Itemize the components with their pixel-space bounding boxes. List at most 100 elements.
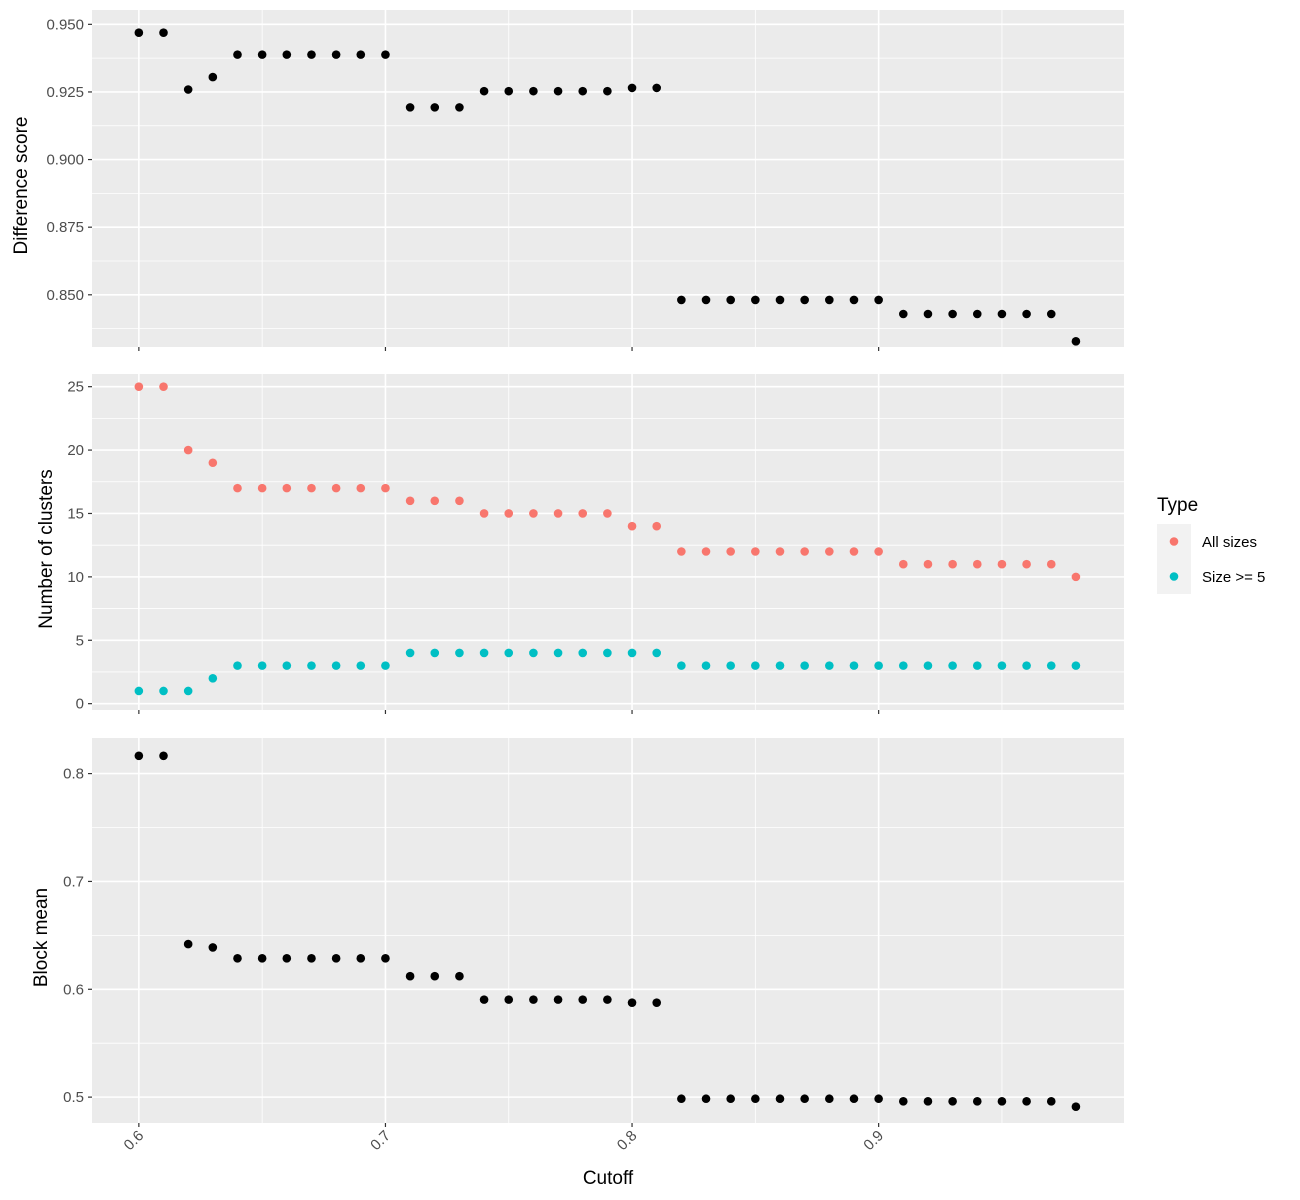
data-point	[923, 309, 933, 319]
data-point	[134, 686, 144, 696]
data-point	[652, 648, 662, 658]
data-point	[430, 971, 440, 981]
data-point	[1046, 661, 1056, 670]
legend-key-swatch	[1169, 537, 1179, 546]
data-point	[405, 103, 415, 112]
data-point	[1046, 309, 1056, 319]
data-point	[874, 661, 883, 670]
legend: Type All sizes Size >= 5	[1157, 495, 1265, 594]
data-point	[948, 559, 957, 569]
legend-label: Size >= 5	[1202, 569, 1265, 586]
data-point	[381, 661, 390, 670]
data-point	[307, 954, 316, 963]
y-tick-label: 0.950	[46, 16, 84, 33]
data-point	[603, 648, 612, 658]
data-point	[603, 509, 612, 518]
data-point	[257, 954, 267, 963]
data-point	[874, 295, 883, 305]
data-point	[159, 28, 168, 38]
y-tick-label: 25	[67, 379, 84, 396]
data-point	[1071, 572, 1081, 582]
y-tick-label: 20	[67, 442, 84, 459]
data-point	[1071, 661, 1081, 670]
data-point	[455, 648, 464, 658]
data-point	[1046, 559, 1056, 569]
data-point	[898, 559, 908, 569]
data-point	[800, 547, 809, 556]
data-point	[381, 954, 390, 963]
data-point	[997, 661, 1007, 670]
data-point	[948, 1097, 957, 1106]
panel-2: 0 5 10 15 20 25 Number of clusters	[36, 374, 1124, 714]
data-point	[701, 295, 711, 305]
data-point	[603, 995, 612, 1004]
x-tick-label: 0.8	[614, 1127, 641, 1154]
y-axis-title: Difference score	[11, 117, 32, 255]
legend-key-swatch	[1169, 572, 1179, 581]
data-point	[504, 995, 514, 1004]
data-point	[504, 648, 514, 658]
data-point	[849, 661, 859, 670]
data-point	[208, 943, 218, 952]
data-point	[849, 1094, 859, 1104]
data-point	[603, 86, 612, 96]
data-point	[751, 661, 760, 670]
data-point	[1071, 1102, 1081, 1112]
data-point	[233, 50, 242, 59]
data-point	[134, 28, 144, 38]
data-point	[430, 496, 440, 506]
data-point	[825, 295, 834, 305]
data-point	[134, 751, 144, 761]
data-point	[233, 483, 242, 493]
data-point	[627, 521, 637, 531]
x-axis-title: Cutoff	[583, 1168, 634, 1189]
y-axis-title: Block mean	[31, 888, 52, 987]
data-point	[775, 1094, 785, 1104]
data-point	[405, 496, 415, 506]
data-point	[997, 309, 1007, 319]
data-point	[652, 521, 662, 531]
legend-items: All sizes Size >= 5	[1157, 524, 1265, 594]
data-point	[800, 1094, 809, 1104]
data-point	[775, 661, 785, 670]
series-1	[134, 28, 1081, 346]
data-point	[677, 661, 686, 670]
data-point	[479, 509, 489, 518]
panel-3: 0.5 0.6 0.7 0.8 Block mean	[31, 738, 1124, 1127]
data-point	[405, 648, 415, 658]
data-point	[677, 547, 686, 556]
data-point	[800, 661, 809, 670]
data-point	[923, 1097, 933, 1106]
data-point	[701, 547, 711, 556]
data-point	[529, 509, 538, 518]
data-point	[331, 954, 341, 963]
data-point	[183, 939, 193, 949]
y-tick-label: 5	[76, 632, 84, 649]
data-point	[529, 648, 538, 658]
data-point	[825, 547, 834, 556]
data-point	[898, 1097, 908, 1106]
data-point	[233, 954, 242, 963]
data-point	[553, 86, 563, 96]
data-point	[898, 309, 908, 319]
data-point	[627, 83, 637, 93]
data-point	[307, 50, 316, 59]
data-point	[751, 547, 760, 556]
series-1	[134, 751, 1081, 1112]
data-point	[430, 103, 440, 112]
data-point	[331, 661, 341, 670]
y-tick-label: 0	[76, 696, 84, 713]
data-point	[972, 309, 982, 319]
data-point	[948, 309, 957, 319]
data-point	[208, 72, 218, 82]
data-point	[849, 547, 859, 556]
y-tick-label: 0.7	[63, 873, 84, 890]
data-point	[257, 50, 267, 59]
data-point	[677, 295, 686, 305]
y-tick-label: 0.850	[46, 287, 84, 304]
y-tick-label: 0.6	[63, 981, 84, 998]
data-point	[1071, 337, 1081, 346]
series-2	[134, 648, 1081, 696]
data-point	[282, 954, 292, 963]
